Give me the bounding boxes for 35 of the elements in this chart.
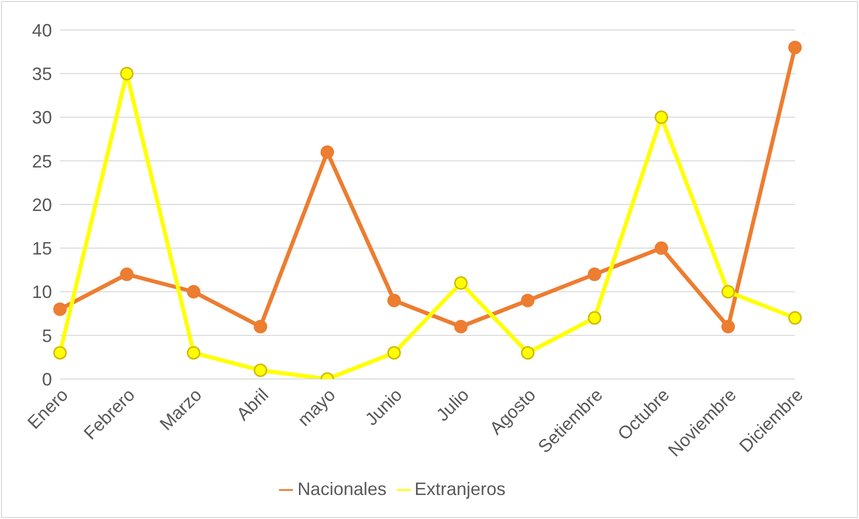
y-tick-label: 25 [32, 151, 52, 172]
point [654, 241, 668, 255]
y-tick-label: 35 [32, 64, 52, 84]
point [120, 66, 134, 80]
y-tick-label: 20 [32, 194, 52, 215]
point [588, 268, 602, 282]
y-tick-label: 10 [32, 282, 52, 302]
point [454, 276, 468, 290]
point [387, 346, 401, 360]
point [53, 302, 67, 316]
point [254, 320, 268, 334]
point [387, 294, 401, 308]
point [320, 145, 334, 159]
y-tick-label: 15 [32, 238, 52, 259]
point [254, 364, 268, 378]
point [654, 110, 668, 124]
point [454, 320, 468, 334]
point [186, 285, 200, 298]
y-tick-label: 40 [32, 20, 52, 40]
point [520, 346, 534, 360]
point [788, 40, 802, 54]
x-tick-label: Julio [432, 384, 473, 426]
y-tick-label: 0 [42, 369, 52, 390]
legend-label: Extranjeros [414, 479, 506, 499]
point [520, 294, 534, 308]
point [120, 268, 134, 282]
point [53, 346, 67, 360]
point [186, 346, 200, 360]
y-tick-label: 30 [32, 108, 52, 128]
point [588, 311, 602, 325]
y-tick-label: 5 [42, 326, 52, 346]
legend-label: Nacionales [297, 479, 386, 499]
point [721, 285, 735, 298]
point [788, 311, 802, 325]
point [721, 320, 735, 334]
